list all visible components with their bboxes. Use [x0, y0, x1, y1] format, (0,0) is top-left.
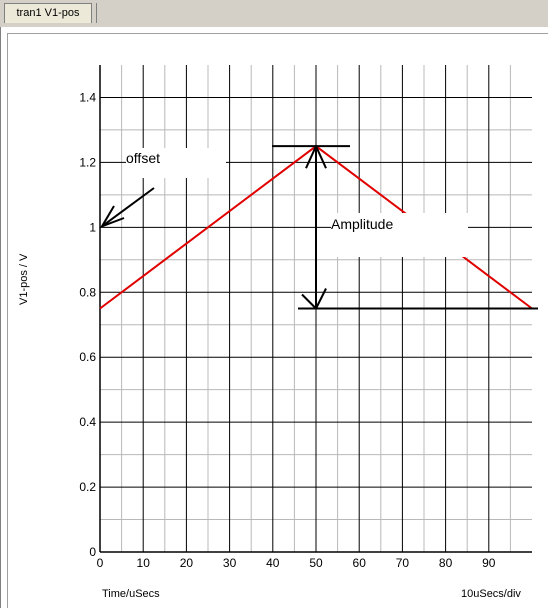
y-tick-label: 0.8	[79, 285, 96, 299]
y-tick-label: 1.2	[79, 155, 96, 169]
x-axis-label: Time/uSecs	[102, 588, 160, 600]
scale-label: 10uSecs/div	[461, 588, 521, 600]
plot-area	[0, 27, 548, 608]
tab-separator	[96, 3, 97, 23]
offset-arrowhead	[99, 205, 125, 229]
x-tick-label: 20	[180, 556, 194, 570]
y-tick-label: 0.4	[79, 415, 96, 429]
offset-arrow-shaft	[101, 187, 155, 228]
x-tick-label: 90	[482, 556, 496, 570]
x-tick-label: 40	[266, 556, 280, 570]
x-tick-label: 30	[223, 556, 237, 570]
tab-tran1-v1-pos[interactable]: tran1 V1-pos	[4, 3, 92, 23]
x-tick-label: 50	[309, 556, 323, 570]
x-tick-label: 80	[439, 556, 453, 570]
amplitude-arrowhead-down	[301, 288, 327, 311]
y-tick-label: 1	[89, 220, 96, 234]
x-tick-label: 0	[97, 556, 104, 570]
x-tick-label: 70	[396, 556, 410, 570]
x-tick-label: 60	[353, 556, 367, 570]
y-tick-label: 0.2	[79, 480, 96, 494]
y-tick-label: 0.6	[79, 350, 96, 364]
x-tick-label: 10	[137, 556, 151, 570]
amplitude-arrowhead-up	[305, 143, 327, 169]
amplitude-annotation: Amplitude	[331, 213, 468, 257]
y-axis-label: V1-pos / V	[18, 253, 30, 305]
y-tick-label: 0	[89, 545, 96, 559]
y-tick-label: 1.4	[79, 90, 96, 104]
offset-annotation: offset	[126, 148, 226, 178]
plot-inner-border	[7, 33, 548, 608]
